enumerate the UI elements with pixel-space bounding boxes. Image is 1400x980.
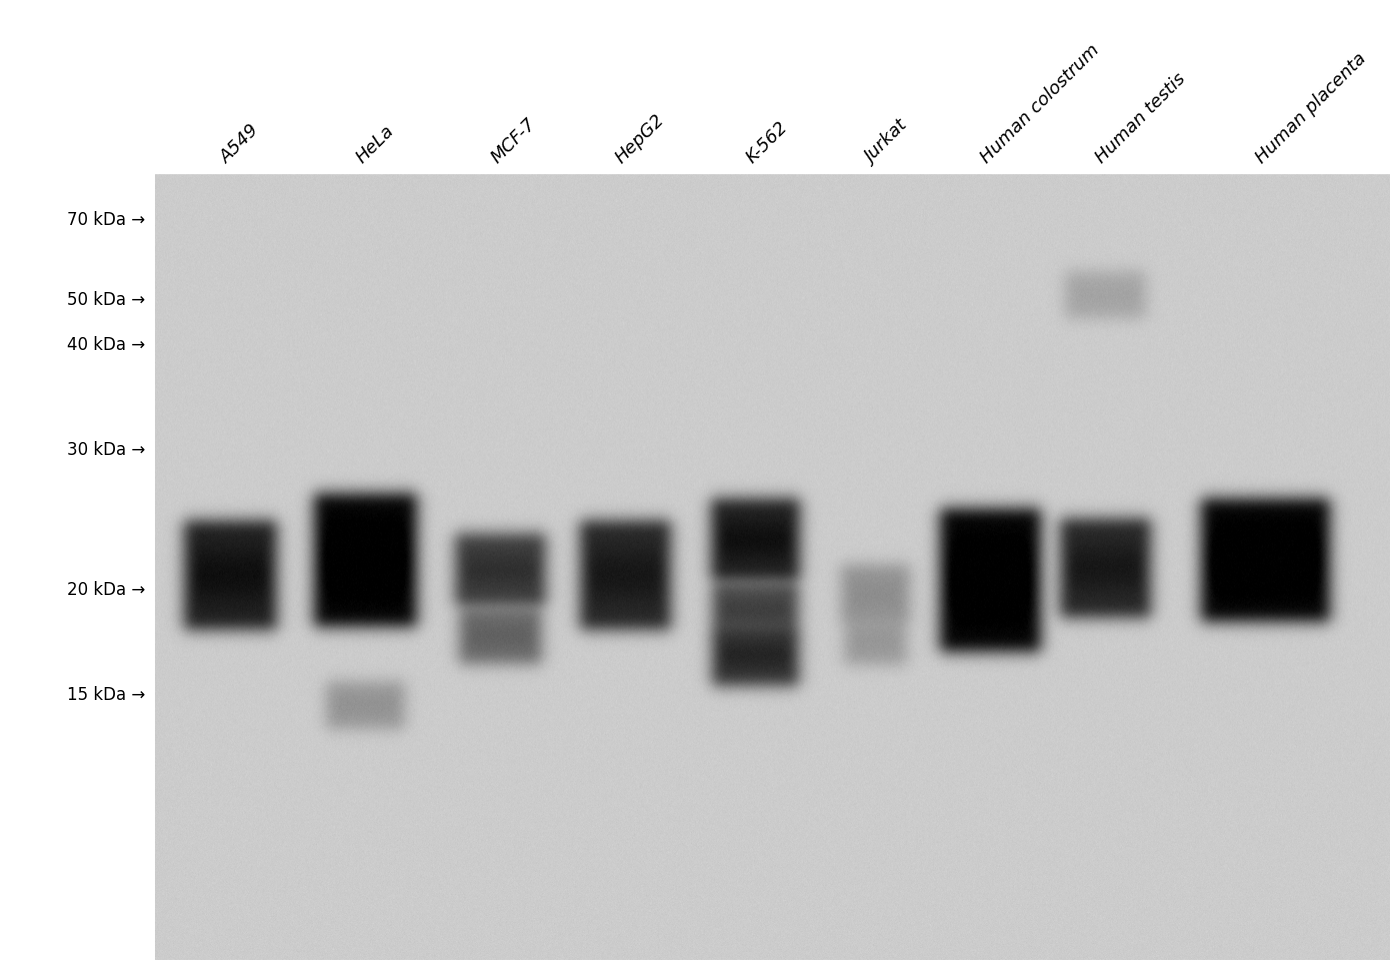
Text: Jurkat: Jurkat [862, 118, 911, 167]
Text: MCF-7: MCF-7 [487, 115, 539, 167]
Text: 40 kDa →: 40 kDa → [67, 336, 146, 354]
Text: Human testis: Human testis [1092, 70, 1190, 167]
Text: HeLa: HeLa [353, 122, 398, 167]
Text: A549: A549 [217, 122, 263, 167]
Text: HepG2: HepG2 [612, 111, 668, 167]
Text: 30 kDa →: 30 kDa → [67, 441, 146, 459]
Text: 15 kDa →: 15 kDa → [67, 686, 146, 704]
Text: K-562: K-562 [742, 119, 791, 167]
Text: WWW.PTGCAB.COM: WWW.PTGCAB.COM [60, 336, 90, 674]
Text: Human colostrum: Human colostrum [977, 41, 1103, 167]
Text: 70 kDa →: 70 kDa → [67, 211, 146, 229]
Text: Human placenta: Human placenta [1252, 49, 1369, 167]
Text: 50 kDa →: 50 kDa → [67, 291, 146, 309]
Text: 20 kDa →: 20 kDa → [67, 581, 146, 599]
